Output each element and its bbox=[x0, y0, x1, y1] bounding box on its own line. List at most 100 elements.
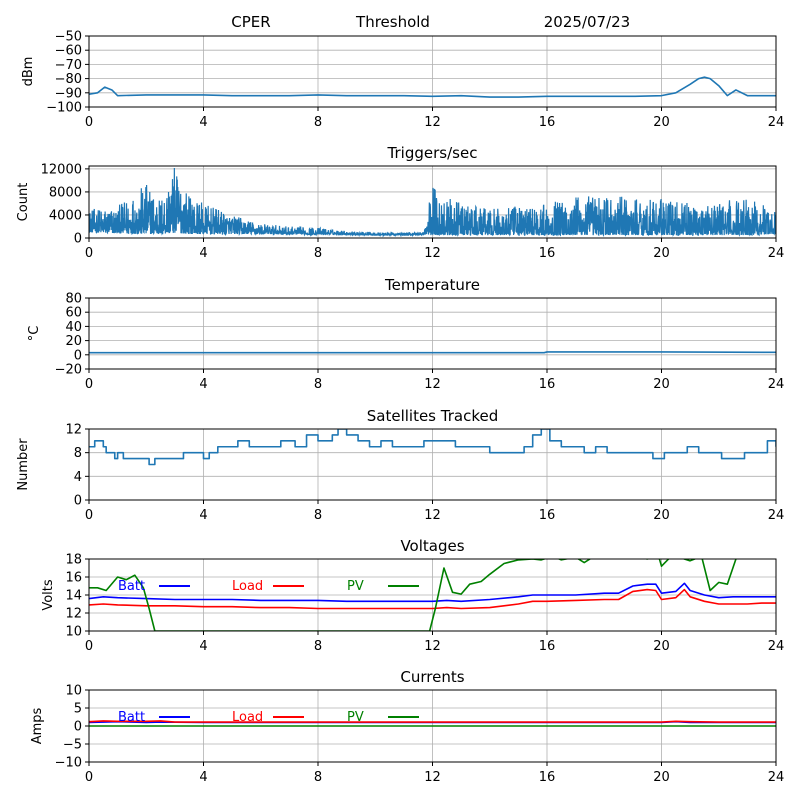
y-tick-label: −80 bbox=[55, 72, 82, 87]
panel-triggers: 0 4 8 12 16 20 24 0 4000 8000 12000 Triggers/sec Cou… bbox=[16, 144, 784, 261]
x-tick-label: 0 bbox=[85, 377, 93, 392]
x-tick-label: 0 bbox=[85, 508, 93, 523]
x-tick-label: 4 bbox=[199, 639, 207, 654]
y-tick-label: 60 bbox=[65, 306, 82, 321]
x-tick-label: 16 bbox=[539, 508, 556, 523]
series-group bbox=[89, 76, 776, 98]
y-axis-label: Number bbox=[16, 438, 31, 491]
x-tick-label: 8 bbox=[314, 639, 322, 654]
x-tick-label: 8 bbox=[314, 115, 322, 130]
y-tick-label: −5 bbox=[63, 738, 82, 753]
x-tick-label: 12 bbox=[424, 246, 441, 261]
x-tick-label: 4 bbox=[199, 508, 207, 523]
y-tick-label: 8 bbox=[74, 446, 82, 461]
x-tick-label: 12 bbox=[424, 377, 441, 392]
x-tick-label: 0 bbox=[85, 246, 93, 261]
x-tick-label: 24 bbox=[768, 508, 785, 523]
y-tick-label: 16 bbox=[65, 571, 82, 586]
y-tick-label: 20 bbox=[65, 334, 82, 349]
x-tick-label: 16 bbox=[539, 639, 556, 654]
series-group bbox=[89, 429, 776, 466]
x-tick-label: 12 bbox=[424, 115, 441, 130]
y-axis-label: Amps bbox=[30, 707, 45, 744]
series-line-threshold bbox=[89, 76, 776, 98]
y-tick-label: −10 bbox=[55, 756, 82, 771]
series-line-pv bbox=[89, 559, 737, 631]
y-tick-label: 0 bbox=[74, 348, 82, 363]
y-tick-label: 40 bbox=[65, 320, 82, 335]
x-tick-label: 20 bbox=[653, 508, 670, 523]
y-tick-label: 0 bbox=[74, 232, 82, 247]
x-tick-label: 8 bbox=[314, 770, 322, 785]
x-tick-label: 16 bbox=[539, 377, 556, 392]
y-tick-label: 0 bbox=[74, 494, 82, 509]
y-tick-label: 80 bbox=[65, 292, 82, 307]
y-tick-label: −60 bbox=[55, 44, 82, 59]
x-tick-label: 16 bbox=[539, 115, 556, 130]
series-group bbox=[89, 167, 776, 238]
y-tick-label: 12 bbox=[65, 423, 82, 438]
series-line-satellites bbox=[89, 429, 776, 466]
y-axis-label: dBm bbox=[21, 57, 36, 87]
header-site: CPER bbox=[231, 13, 270, 31]
x-tick-label: 12 bbox=[424, 508, 441, 523]
y-tick-label: −70 bbox=[55, 58, 82, 73]
series-line-load bbox=[89, 588, 776, 610]
y-axis-label: °C bbox=[27, 326, 42, 342]
y-tick-label: −50 bbox=[55, 30, 82, 45]
panel-title: Temperature bbox=[384, 276, 480, 294]
series-group bbox=[89, 559, 776, 631]
x-tick-label: 4 bbox=[199, 377, 207, 392]
x-tick-label: 8 bbox=[314, 246, 322, 261]
y-tick-label: 10 bbox=[65, 625, 82, 640]
y-tick-label: 12 bbox=[65, 607, 82, 622]
series-line-batt bbox=[89, 582, 776, 603]
x-tick-label: 20 bbox=[653, 246, 670, 261]
x-tick-label: 20 bbox=[653, 377, 670, 392]
y-tick-label: −100 bbox=[46, 101, 82, 116]
x-tick-label: 24 bbox=[768, 639, 785, 654]
panel-title: Satellites Tracked bbox=[367, 407, 498, 425]
y-tick-label: 8000 bbox=[49, 185, 82, 200]
x-tick-label: 4 bbox=[199, 115, 207, 130]
panel-satellites: 0 4 8 12 16 20 24 0 4 8 12 Satellites Tracked Number bbox=[16, 407, 784, 523]
panel-voltages: 0 4 8 12 16 20 24 10 12 14 16 18 Voltages Volts Batt Lo… bbox=[41, 537, 784, 654]
series-line-triggers bbox=[89, 167, 776, 238]
x-tick-label: 20 bbox=[653, 639, 670, 654]
panel-title: Triggers/sec bbox=[387, 144, 478, 162]
panel-currents: 0 4 8 12 16 20 24 −10 −5 0 5 10 Currents Amps Batt Load… bbox=[30, 668, 784, 785]
x-tick-label: 12 bbox=[424, 770, 441, 785]
x-tick-label: 8 bbox=[314, 508, 322, 523]
legend-label-pv: PV bbox=[347, 710, 364, 725]
y-tick-label: 10 bbox=[65, 684, 82, 699]
x-tick-label: 24 bbox=[768, 115, 785, 130]
series-group bbox=[89, 720, 776, 727]
y-tick-label: −20 bbox=[55, 363, 82, 378]
legend-label-batt: Batt bbox=[118, 710, 145, 725]
panel-title: Currents bbox=[400, 668, 464, 686]
x-tick-label: 24 bbox=[768, 770, 785, 785]
x-tick-label: 16 bbox=[539, 246, 556, 261]
y-axis-label: Count bbox=[16, 183, 31, 222]
y-tick-label: 5 bbox=[74, 702, 82, 717]
legend-label-pv: PV bbox=[347, 579, 364, 594]
y-tick-label: 14 bbox=[65, 589, 82, 604]
y-tick-label: 4000 bbox=[49, 208, 82, 223]
series-group bbox=[89, 351, 776, 354]
header-mode: Threshold bbox=[355, 13, 430, 31]
x-tick-label: 20 bbox=[653, 115, 670, 130]
series-line-load bbox=[89, 720, 776, 723]
legend-label-load: Load bbox=[232, 710, 263, 725]
x-tick-label: 24 bbox=[768, 246, 785, 261]
panel-threshold: 0 4 8 12 16 20 24 −100−90−80−70−60−50 dBm bbox=[21, 30, 784, 131]
y-tick-label: 4 bbox=[74, 470, 82, 485]
panel-title: Voltages bbox=[400, 537, 464, 555]
legend-label-batt: Batt bbox=[118, 579, 145, 594]
y-tick-label: 0 bbox=[74, 720, 82, 735]
y-axis-label: Volts bbox=[41, 579, 56, 611]
x-tick-label: 4 bbox=[199, 246, 207, 261]
series-line-temperature bbox=[89, 351, 776, 354]
